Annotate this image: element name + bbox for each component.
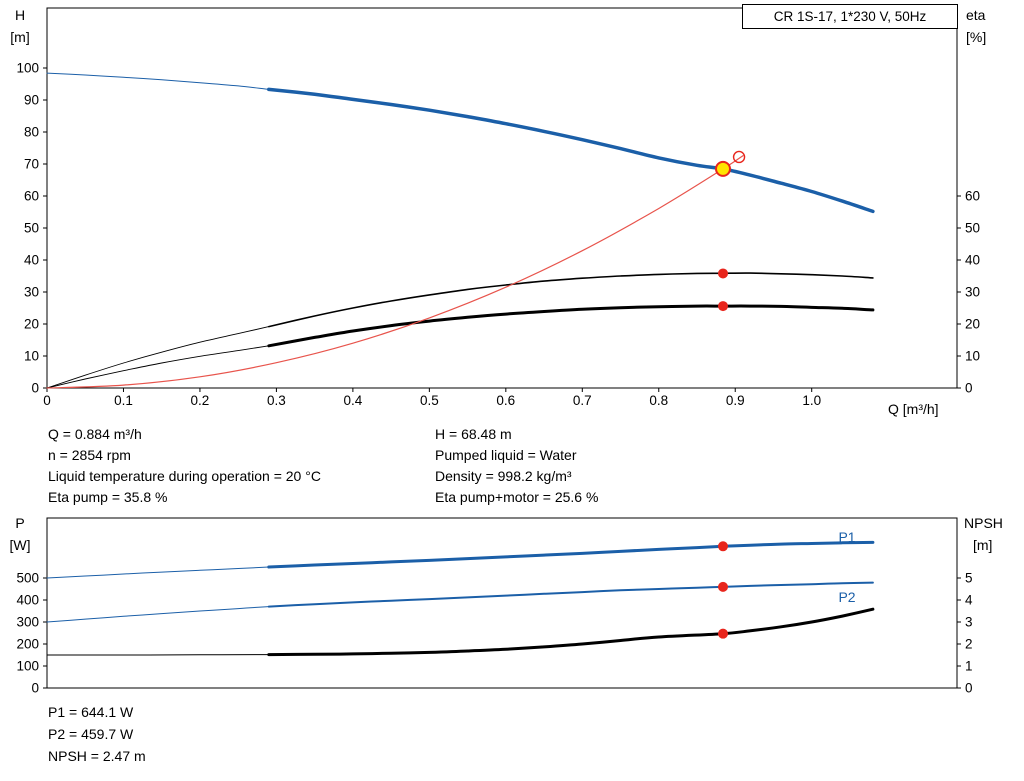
duty-point[interactable] xyxy=(715,160,731,177)
p-axis-title: P [W] xyxy=(2,512,38,556)
x-tick-label: 0.6 xyxy=(496,393,515,408)
y-right-tick-label: 40 xyxy=(965,253,980,268)
series-label-p1: P1 xyxy=(838,529,855,545)
npsh-axis-title: NPSH [m] xyxy=(964,512,1022,556)
eta-pump-curve xyxy=(268,272,874,328)
y-left-tick-label: 10 xyxy=(24,349,39,364)
duty-eta-total-value: Eta pump+motor = 25.6 % xyxy=(435,489,599,505)
duty-h-value: H = 68.48 m xyxy=(435,426,512,442)
p-axis-title-line2: [W] xyxy=(9,537,31,553)
y-left-tick-label: 90 xyxy=(24,93,39,108)
h-axis-title-line1: H xyxy=(14,7,26,23)
x-tick-label: 0.5 xyxy=(420,393,439,408)
npsh-value: NPSH = 2.47 m xyxy=(48,748,146,764)
duty-eta-pump-value: Eta pump = 35.8 % xyxy=(48,489,168,505)
p1-value: P1 = 644.1 W xyxy=(48,704,134,720)
y-left-tick-label: 30 xyxy=(24,285,39,300)
p2-value: P2 = 459.7 W xyxy=(48,726,134,742)
x-tick-label: 0.2 xyxy=(191,393,210,408)
x-tick-label: 0.4 xyxy=(343,393,362,408)
series-label-p2: P2 xyxy=(838,589,855,605)
y-left-tick-label: 400 xyxy=(16,592,39,607)
x-tick-label: 0.7 xyxy=(573,393,592,408)
x-tick-label: 0.1 xyxy=(114,393,133,408)
h-axis-title: H [m] xyxy=(2,4,38,48)
h-axis-title-line2: [m] xyxy=(10,29,30,45)
eta-pump-extension xyxy=(46,326,270,389)
y-right-tick-label: 20 xyxy=(965,317,980,332)
eta-axis-title-line2: [%] xyxy=(966,29,987,45)
npsh-curve xyxy=(267,607,875,657)
y-left-tick-label: 0 xyxy=(31,381,39,396)
x-tick-label: 0.3 xyxy=(267,393,286,408)
power-npsh-chart-frame xyxy=(46,517,958,689)
y-right-tick-label: 0 xyxy=(965,381,973,396)
eta-axis-title: eta [%] xyxy=(966,4,1020,48)
y-left-tick-label: 80 xyxy=(24,125,39,140)
y-right-tick-label: 30 xyxy=(965,285,980,300)
preview-point[interactable] xyxy=(732,150,746,164)
pump-model-box: CR 1S-17, 1*230 V, 50Hz xyxy=(742,4,958,29)
eta-pump-motor-extension xyxy=(46,345,270,389)
head-curve-extension xyxy=(46,72,270,90)
y-left-tick-label: 70 xyxy=(24,157,39,172)
p2-extension xyxy=(46,606,270,623)
system-curve xyxy=(46,155,744,389)
y-right-tick-label: 2 xyxy=(965,636,973,651)
y-right-tick-label: 0 xyxy=(965,681,973,696)
p2-curve xyxy=(267,581,874,608)
p1-dot xyxy=(718,541,728,552)
y-right-tick-label: 10 xyxy=(965,349,980,364)
x-tick-label: 0 xyxy=(43,393,51,408)
y-left-tick-label: 20 xyxy=(24,317,39,332)
y-right-tick-label: 4 xyxy=(965,592,973,607)
duty-info-left: Q = 0.884 m³/h n = 2854 rpm Liquid tempe… xyxy=(48,424,321,508)
x-tick-label: 1.0 xyxy=(802,393,821,408)
x-tick-label: 0.8 xyxy=(649,393,668,408)
y-left-tick-label: 40 xyxy=(24,253,39,268)
eta-pump-motor-dot xyxy=(718,301,728,312)
p-axis-title-line1: P xyxy=(15,515,25,531)
duty-q-value: Q = 0.884 m³/h xyxy=(48,426,142,442)
y-left-tick-label: 100 xyxy=(16,61,39,76)
y-right-tick-label: 60 xyxy=(965,189,980,204)
eta-axis-title-line1: eta xyxy=(966,7,986,23)
y-right-tick-label: 3 xyxy=(965,614,973,629)
eta-pump-motor-curve xyxy=(267,304,875,348)
npsh-axis-title-line2: [m] xyxy=(973,537,993,553)
eta-pump-dot xyxy=(718,268,728,279)
head-curve xyxy=(267,87,875,214)
y-left-tick-label: 60 xyxy=(24,189,39,204)
y-left-tick-label: 200 xyxy=(16,636,39,651)
head-efficiency-chart-frame xyxy=(46,7,958,389)
x-tick-label: 0.9 xyxy=(726,393,745,408)
duty-density-value: Density = 998.2 kg/m³ xyxy=(435,468,572,484)
duty-info-right: H = 68.48 m Pumped liquid = Water Densit… xyxy=(435,424,598,508)
npsh-axis-title-line1: NPSH xyxy=(964,515,1003,531)
pump-model-label: CR 1S-17, 1*230 V, 50Hz xyxy=(773,9,927,24)
duty-liquid-temp-value: Liquid temperature during operation = 20… xyxy=(48,468,321,484)
y-right-tick-label: 50 xyxy=(965,221,980,236)
head-efficiency-chart: 0 0.1 0.2 0.3 0.4 0.5 0.6 0.7 0.8 0.9 1.0 0 10 20 30 40… xyxy=(16,7,980,408)
y-right-tick-label: 1 xyxy=(965,658,973,673)
y-right-tick-label: 5 xyxy=(965,570,973,585)
q-axis-title: Q [m³/h] xyxy=(888,401,939,417)
npsh-dot xyxy=(718,628,728,639)
power-npsh-chart: 0 100 200 300 400 500 0 1 2 3 4 5 P1 P2 xyxy=(16,517,973,696)
duty-speed-value: n = 2854 rpm xyxy=(48,447,131,463)
power-info: P1 = 644.1 W P2 = 459.7 W NPSH = 2.47 m xyxy=(48,701,146,767)
p1-extension xyxy=(46,566,270,579)
y-left-tick-label: 50 xyxy=(24,221,39,236)
y-left-tick-label: 0 xyxy=(31,681,39,696)
y-left-tick-label: 100 xyxy=(16,658,39,673)
p2-dot xyxy=(718,581,728,592)
y-left-tick-label: 300 xyxy=(16,614,39,629)
y-left-tick-label: 500 xyxy=(16,570,39,585)
duty-pumped-liquid-value: Pumped liquid = Water xyxy=(435,447,577,463)
p1-curve xyxy=(267,540,875,569)
